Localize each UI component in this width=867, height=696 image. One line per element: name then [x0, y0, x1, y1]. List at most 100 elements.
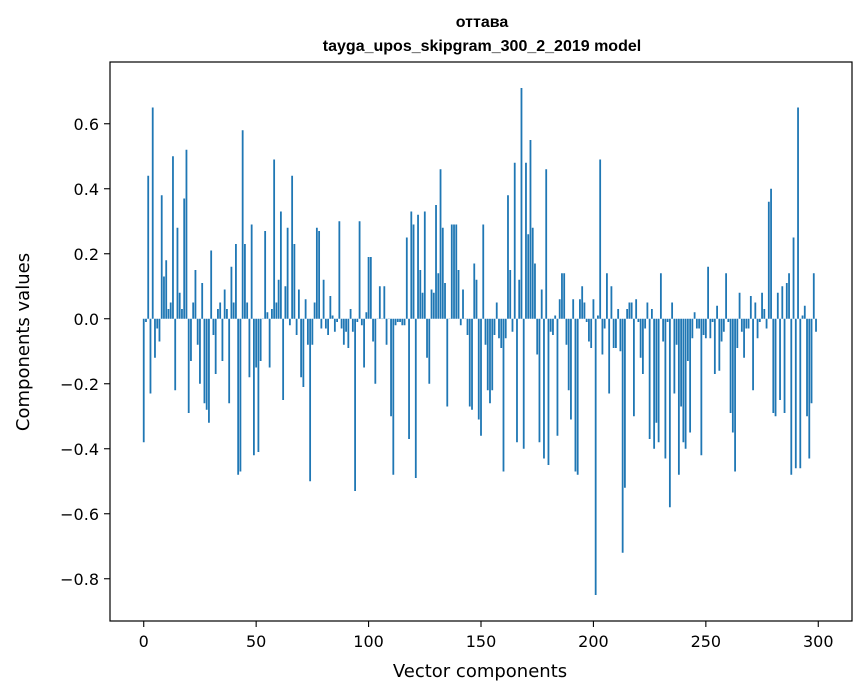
bar — [291, 175, 294, 319]
bar — [147, 175, 150, 319]
bar — [711, 318, 714, 322]
x-axis-label: Vector components — [393, 661, 567, 682]
bar — [192, 302, 195, 319]
x-tick-label: 250 — [691, 632, 722, 651]
bar — [270, 309, 273, 319]
bar — [731, 318, 734, 433]
bar — [315, 227, 318, 319]
bar — [250, 224, 253, 319]
bar — [806, 318, 808, 417]
bar — [367, 257, 370, 319]
bar — [154, 318, 156, 358]
bar — [810, 318, 813, 404]
bar — [673, 318, 676, 394]
bar — [295, 318, 298, 335]
bar — [340, 318, 343, 329]
bar — [594, 318, 597, 595]
bar — [704, 318, 707, 339]
bar — [648, 318, 651, 439]
bar — [412, 224, 415, 319]
bar — [482, 224, 485, 319]
bar — [637, 318, 640, 322]
bar — [221, 318, 224, 361]
bar — [199, 318, 201, 384]
bar — [689, 318, 692, 433]
bar — [767, 201, 770, 319]
bar — [462, 289, 464, 319]
bar — [729, 318, 732, 413]
bar — [277, 279, 280, 319]
bar — [680, 318, 683, 407]
bar — [626, 309, 629, 319]
bar — [444, 283, 446, 319]
bar — [318, 231, 321, 319]
bar — [617, 309, 620, 319]
bar — [246, 302, 249, 319]
y-tick-label: −0.2 — [60, 375, 99, 394]
bar — [601, 318, 604, 355]
chart-subtitle: tayga_upos_skipgram_300_2_2019 model — [323, 38, 641, 55]
bar — [475, 279, 478, 319]
bar — [466, 318, 469, 335]
chart-title: оттава — [456, 14, 509, 31]
bar — [468, 318, 471, 407]
bar — [736, 318, 739, 348]
bar — [284, 286, 287, 319]
bar — [410, 211, 413, 319]
bar — [579, 299, 581, 319]
bar — [561, 273, 563, 319]
bar — [790, 318, 793, 475]
bar — [603, 318, 606, 329]
bar — [205, 318, 208, 410]
bar — [779, 318, 781, 400]
y-tick-label: 0.4 — [74, 180, 99, 199]
bar — [160, 195, 163, 319]
bar — [520, 88, 523, 319]
bar — [338, 221, 341, 319]
bar — [172, 156, 174, 319]
bar — [383, 286, 386, 319]
bar — [522, 318, 525, 449]
y-axis-label: Components values — [13, 253, 34, 431]
bar — [169, 302, 172, 319]
bar — [752, 318, 754, 391]
y-tick-label: 0.6 — [74, 115, 99, 134]
x-tick-label: 50 — [246, 632, 266, 651]
bar — [808, 318, 811, 459]
y-axis-ticks: −0.8 −0.6 −0.4 −0.2 0.0 0.2 0.4 0.6 — [60, 115, 110, 589]
bar — [677, 318, 680, 475]
bar — [615, 318, 617, 348]
bar — [336, 318, 338, 322]
bar — [734, 318, 736, 472]
bar — [619, 318, 622, 352]
bar — [720, 318, 723, 342]
bar — [570, 318, 572, 420]
bar — [405, 237, 408, 319]
bar — [279, 211, 282, 319]
bar — [597, 315, 599, 319]
bar — [347, 318, 350, 348]
bar — [345, 318, 347, 332]
bar — [590, 318, 593, 348]
bar — [392, 318, 395, 475]
bar — [165, 260, 168, 319]
bar — [403, 318, 406, 326]
bar — [749, 296, 752, 319]
x-axis-ticks: 0 50 100 150 200 250 300 — [139, 621, 834, 651]
bar — [210, 250, 213, 319]
bar — [698, 318, 700, 329]
bar — [691, 318, 694, 339]
bar — [534, 263, 536, 319]
bar — [572, 299, 575, 319]
bar — [151, 107, 154, 319]
bar — [145, 318, 147, 322]
bar — [399, 318, 401, 322]
bar — [630, 302, 633, 319]
bar — [455, 224, 458, 319]
bar — [509, 270, 512, 319]
bar — [558, 299, 561, 319]
bar — [331, 315, 334, 319]
bar — [527, 234, 530, 319]
bar — [709, 318, 712, 339]
